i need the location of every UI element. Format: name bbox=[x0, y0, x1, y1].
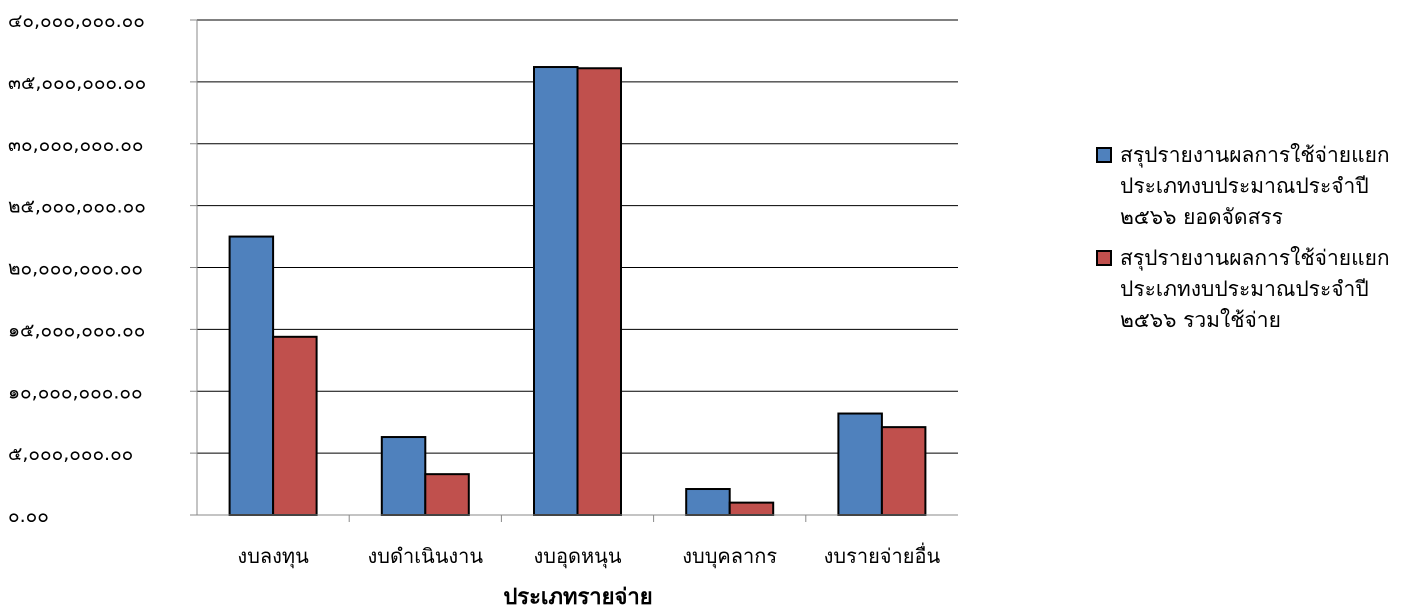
bar-allocated-0 bbox=[228, 235, 275, 516]
bars bbox=[228, 66, 927, 517]
bar-allocated-3 bbox=[685, 488, 731, 517]
x-tick-label: งบลงทุน bbox=[237, 544, 309, 569]
y-tick-label: ๓๕,๐๐๐,๐๐๐.๐๐ bbox=[8, 72, 146, 94]
legend-swatch-allocated bbox=[1096, 147, 1112, 163]
x-tick-label: งบรายจ่ายอื่น bbox=[824, 542, 941, 568]
bar-spent-2 bbox=[576, 67, 622, 516]
x-axis-title: ประเภทรายจ่าย bbox=[503, 585, 652, 610]
bar-allocated-4 bbox=[837, 412, 883, 516]
bar-spent-3 bbox=[728, 501, 775, 516]
legend-swatch-spent bbox=[1096, 250, 1112, 266]
y-tick-label: ๑๐,๐๐๐,๐๐๐.๐๐ bbox=[8, 381, 143, 403]
bar-spent-1 bbox=[424, 473, 470, 517]
bar-allocated-1 bbox=[380, 436, 427, 517]
x-tick-label: งบดำเนินงาน bbox=[368, 544, 484, 568]
bar-spent-0 bbox=[272, 335, 318, 516]
x-tick-label: งบอุดหนุน bbox=[534, 544, 622, 569]
y-tick-label: ๕,๐๐๐,๐๐๐.๐๐ bbox=[8, 443, 133, 465]
legend-item-allocated: สรุปรายงานผลการใช้จ่ายแยกประเภทงบประมาณป… bbox=[1092, 140, 1402, 233]
axes bbox=[190, 19, 958, 522]
y-tick-label: ๑๕,๐๐๐,๐๐๐.๐๐ bbox=[8, 319, 145, 341]
y-tick-label: ๒๕,๐๐๐,๐๐๐.๐๐ bbox=[8, 196, 146, 218]
y-tick-label: ๔๐,๐๐๐,๐๐๐.๐๐ bbox=[8, 10, 145, 32]
y-tick-label: ๓๐,๐๐๐,๐๐๐.๐๐ bbox=[8, 134, 143, 156]
legend-label-allocated: สรุปรายงานผลการใช้จ่ายแยกประเภทงบประมาณป… bbox=[1120, 143, 1390, 229]
y-tick-label: ๒๐,๐๐๐,๐๐๐.๐๐ bbox=[8, 258, 143, 280]
y-tick-label: ๐.๐๐ bbox=[8, 505, 49, 527]
legend-item-spent: สรุปรายงานผลการใช้จ่ายแยกประเภทงบประมาณป… bbox=[1092, 243, 1402, 336]
legend-label-spent: สรุปรายงานผลการใช้จ่ายแยกประเภทงบประมาณป… bbox=[1120, 246, 1390, 332]
tick-labels: ๐.๐๐ ๕,๐๐๐,๐๐๐.๐๐ ๑๐,๐๐๐,๐๐๐.๐๐ ๑๕,๐๐๐,๐๐๐.… bbox=[8, 10, 940, 569]
x-tick-label: งบบุคลากร bbox=[682, 544, 777, 569]
bar-allocated-2 bbox=[533, 66, 579, 517]
bar-spent-4 bbox=[880, 426, 927, 517]
legend: สรุปรายงานผลการใช้จ่ายแยกประเภทงบประมาณป… bbox=[1092, 140, 1402, 346]
